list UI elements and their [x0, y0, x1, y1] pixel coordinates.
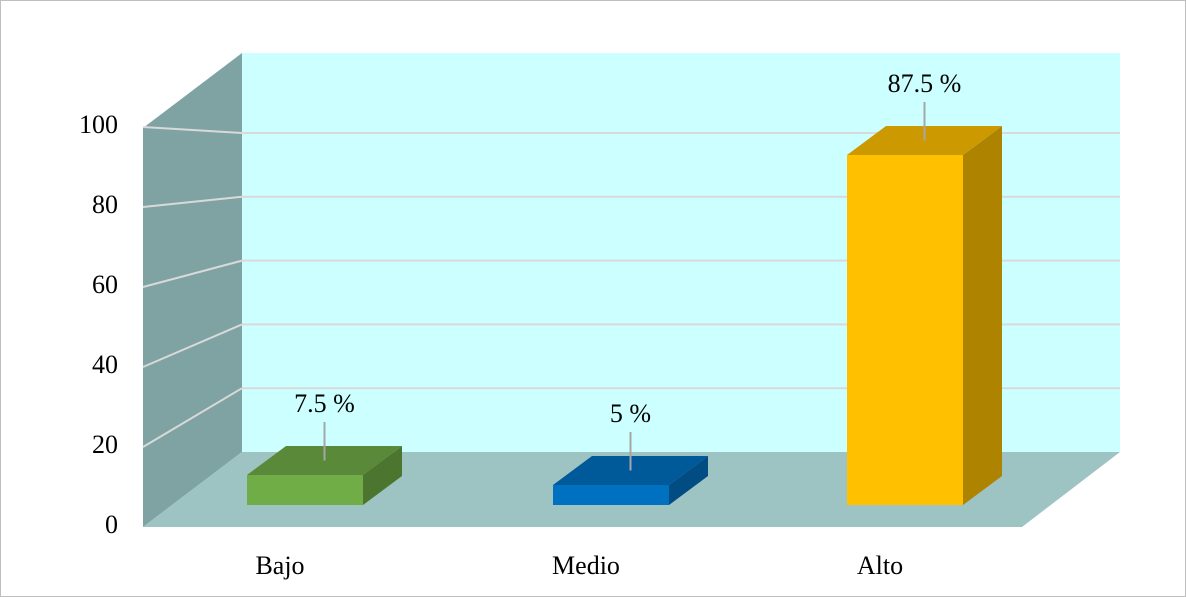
x-tick-label: Bajo [255, 551, 304, 580]
bar-side [363, 446, 402, 505]
data-label: 87.5 % [888, 69, 962, 98]
x-tick-label: Alto [857, 551, 903, 580]
y-tick-label: 20 [92, 430, 118, 459]
grid-line [142, 323, 243, 368]
grid-line [142, 387, 243, 448]
y-tick-label: 80 [92, 190, 118, 219]
grid-line [142, 259, 243, 288]
bar-side [669, 456, 708, 505]
side-wall [143, 53, 242, 527]
bar [847, 155, 963, 505]
data-label: 7.5 % [294, 389, 355, 418]
y-tick-label: 60 [92, 270, 118, 299]
y-tick-label: 40 [92, 350, 118, 379]
data-label: 5 % [610, 399, 651, 428]
bar-side [963, 126, 1002, 505]
y-tick-label: 0 [105, 510, 118, 539]
x-tick-label: Medio [552, 551, 620, 580]
y-tick-label: 100 [79, 110, 118, 139]
grid-line [142, 195, 243, 208]
bar [247, 475, 363, 505]
grid-line [142, 126, 243, 134]
bar [553, 485, 669, 505]
